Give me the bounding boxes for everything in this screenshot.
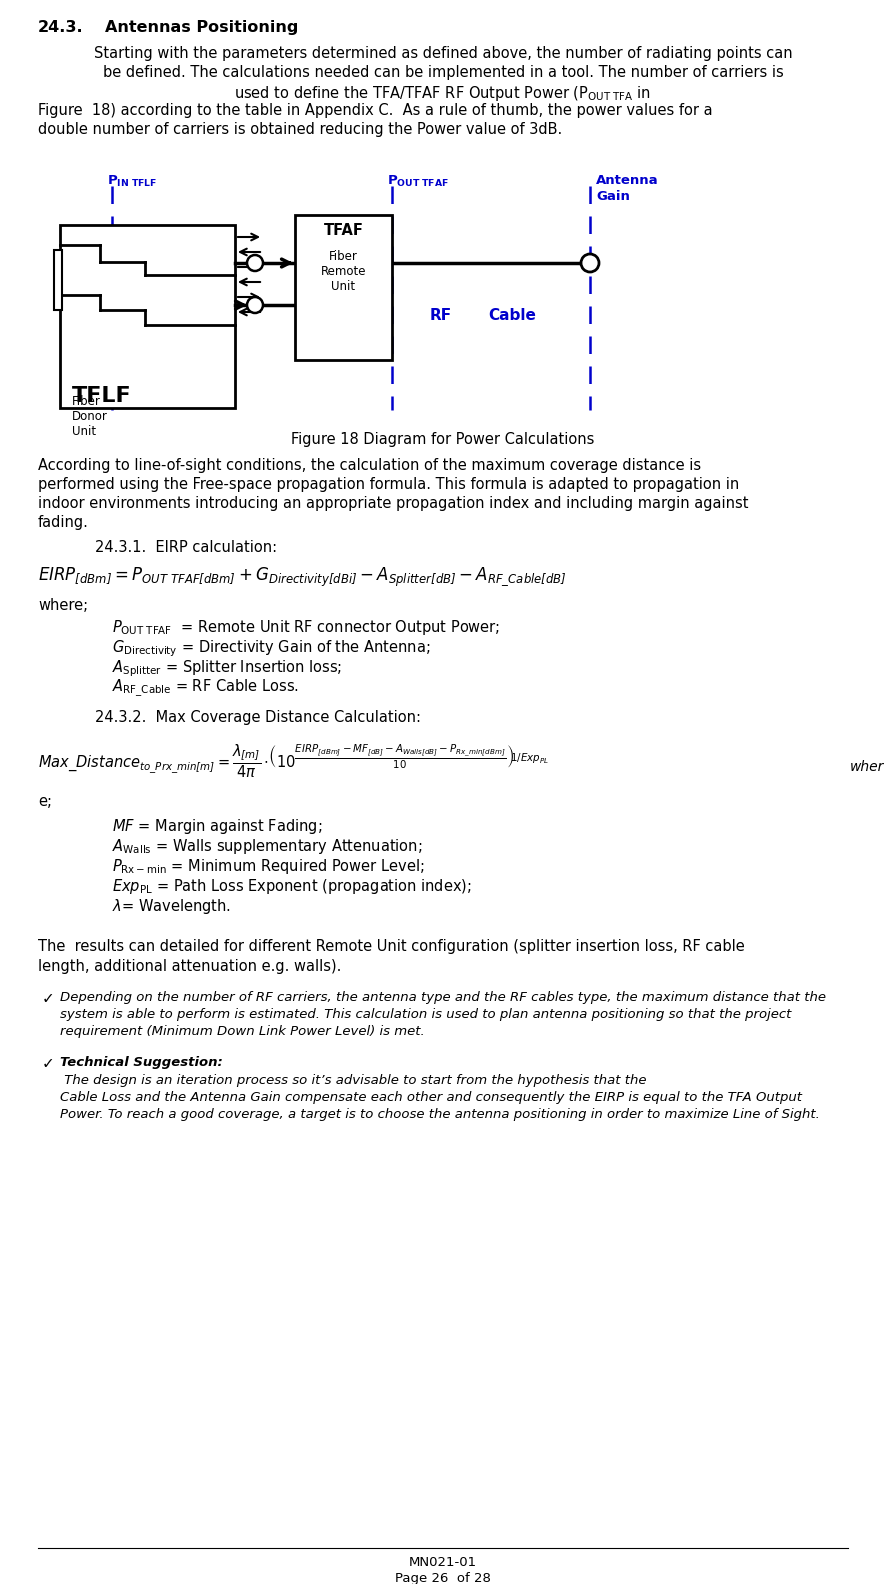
Text: e;: e; [38, 794, 52, 809]
Text: 24.3.1.  EIRP calculation:: 24.3.1. EIRP calculation: [95, 540, 277, 554]
Text: Depending on the number of RF carriers, the antenna type and the RF cables type,: Depending on the number of RF carriers, … [60, 992, 826, 1038]
Text: The design is an iteration process so it’s advisable to start from the hypothesi: The design is an iteration process so it… [60, 1074, 820, 1121]
Text: $MF$ = Margin against Fading;: $MF$ = Margin against Fading; [112, 817, 323, 836]
Text: $A_{\mathregular{RF\_Cable}}$ = RF Cable Loss.: $A_{\mathregular{RF\_Cable}}$ = RF Cable… [112, 678, 299, 699]
Text: Cable: Cable [488, 307, 536, 323]
Text: $P_{\mathregular{Rx-min}}$ = Minimum Required Power Level;: $P_{\mathregular{Rx-min}}$ = Minimum Req… [112, 857, 424, 876]
Text: Antennas Positioning: Antennas Positioning [105, 21, 299, 35]
Text: $A_{\mathregular{Walls}}$ = Walls supplementary Attenuation;: $A_{\mathregular{Walls}}$ = Walls supple… [112, 836, 423, 855]
Text: Antenna
Gain: Antenna Gain [596, 174, 658, 203]
Text: $EIRP_{\mathregular{[dBm]}} = P_{\mathregular{OUT\ TFAF[dBm]}} + G_{\mathregular: $EIRP_{\mathregular{[dBm]}} = P_{\mathre… [38, 565, 567, 588]
Text: where;: where; [38, 599, 88, 613]
Text: $\lambda$= Wavelength.: $\lambda$= Wavelength. [112, 897, 231, 916]
Text: Starting with the parameters determined as defined above, the number of radiatin: Starting with the parameters determined … [94, 46, 792, 62]
Text: be defined. The calculations needed can be implemented in a tool. The number of : be defined. The calculations needed can … [103, 65, 783, 81]
Text: wher: wher [850, 760, 884, 775]
Text: RF: RF [430, 307, 452, 323]
Text: 24.3.: 24.3. [38, 21, 83, 35]
Text: double number of carriers is obtained reducing the Power value of 3dB.: double number of carriers is obtained re… [38, 122, 563, 136]
Text: Fiber
Remote
Unit: Fiber Remote Unit [321, 250, 366, 293]
Bar [54, 250, 62, 310]
Text: Page 26  of 28: Page 26 of 28 [395, 1571, 491, 1584]
Text: Figure  18) according to the table in Appendix C.  As a rule of thumb, the power: Figure 18) according to the table in App… [38, 103, 712, 117]
Text: TFLF: TFLF [72, 386, 132, 406]
Text: 24.3.2.  Max Coverage Distance Calculation:: 24.3.2. Max Coverage Distance Calculatio… [95, 710, 421, 725]
Text: $P_{\mathregular{OUT\ TFAF}}$  = Remote Unit RF connector Output Power;: $P_{\mathregular{OUT\ TFAF}}$ = Remote U… [112, 618, 501, 637]
Text: indoor environments introducing an appropriate propagation index and including m: indoor environments introducing an appro… [38, 496, 749, 512]
Text: $\mathbf{P_{OUT\ TFAF}}$: $\mathbf{P_{OUT\ TFAF}}$ [387, 174, 449, 188]
Text: Figure 18 Diagram for Power Calculations: Figure 18 Diagram for Power Calculations [291, 432, 595, 447]
Text: Technical Suggestion:: Technical Suggestion: [60, 1057, 222, 1069]
Text: $G_{\mathregular{Directivity}}$ = Directivity Gain of the Antenna;: $G_{\mathregular{Directivity}}$ = Direct… [112, 638, 431, 659]
Text: fading.: fading. [38, 515, 89, 531]
Bar [295, 215, 392, 360]
Text: The  results can detailed for different Remote Unit configuration (splitter inse: The results can detailed for different R… [38, 939, 745, 974]
Circle shape [247, 255, 263, 271]
Text: TFAF: TFAF [323, 223, 363, 238]
Text: ✓: ✓ [42, 1057, 55, 1071]
Text: According to line-of-sight conditions, the calculation of the maximum coverage d: According to line-of-sight conditions, t… [38, 458, 701, 474]
Text: $Max\_Distance_{\mathregular{to\_Prx\_min[m]}} = \dfrac{\lambda_{\mathregular{[m: $Max\_Distance_{\mathregular{to\_Prx\_mi… [38, 741, 549, 779]
Circle shape [247, 296, 263, 314]
Text: ✓: ✓ [42, 992, 55, 1006]
Text: used to define the TFA/TFAF RF Output Power (P$_{\mathregular{OUT\ TFA}}$ in: used to define the TFA/TFAF RF Output Po… [235, 84, 651, 103]
Circle shape [581, 253, 599, 272]
Text: $A_{\mathregular{Splitter}}$ = Splitter Insertion loss;: $A_{\mathregular{Splitter}}$ = Splitter … [112, 657, 342, 678]
Text: MN021-01: MN021-01 [409, 1555, 477, 1570]
Text: performed using the Free-space propagation formula. This formula is adapted to p: performed using the Free-space propagati… [38, 477, 739, 493]
Text: $Exp_{\mathregular{PL}}$ = Path Loss Exponent (propagation index);: $Exp_{\mathregular{PL}}$ = Path Loss Exp… [112, 878, 472, 897]
Text: Fiber
Donor
Unit: Fiber Donor Unit [72, 394, 108, 439]
Text: $\mathbf{P_{IN\ TFLF}}$: $\mathbf{P_{IN\ TFLF}}$ [107, 174, 157, 188]
Bar [60, 225, 235, 409]
